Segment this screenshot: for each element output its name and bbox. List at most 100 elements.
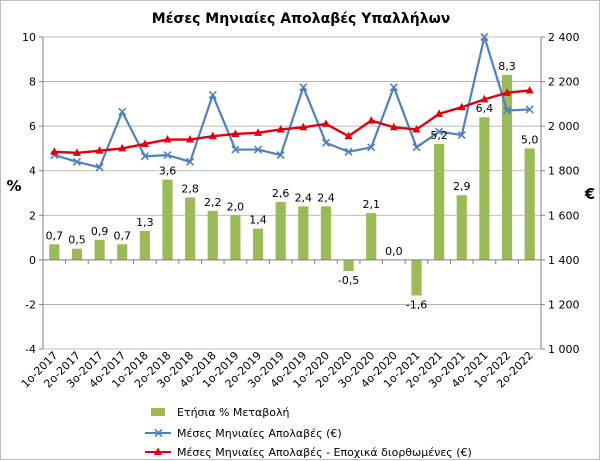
series-point-marker [140, 152, 149, 161]
bar [207, 210, 218, 260]
bar-data-label: 2,8 [181, 182, 199, 195]
bar-data-label: 3,6 [159, 165, 177, 178]
series-point-marker [276, 124, 285, 133]
legend-label: Μέσες Μηνιαίες Απολαβές - Εποχικά διορθω… [177, 446, 472, 459]
y-right-tick-label: 2 200 [548, 76, 580, 89]
bar-data-label: 5,2 [430, 129, 448, 142]
bar [366, 213, 377, 260]
bar-data-label: -0,5 [338, 274, 359, 287]
series-line [54, 35, 530, 169]
bar [524, 148, 535, 260]
y-left-tick-label: 10 [22, 31, 36, 44]
series-point-marker [140, 139, 149, 147]
line-series [50, 32, 534, 172]
series-point-marker [186, 157, 195, 166]
bar-data-label: 8,3 [498, 60, 516, 73]
series-point-marker [321, 119, 330, 127]
axes [39, 36, 545, 350]
bar-data-label: 0,9 [91, 225, 109, 238]
bar [117, 244, 128, 260]
y-left-tick-label: 6 [29, 120, 36, 133]
bar-data-label: 2,4 [295, 191, 313, 204]
y-right-tick-label: 1 000 [548, 343, 580, 356]
bar-data-label: 0,7 [113, 229, 131, 242]
y-right-tick-label: 1 200 [548, 298, 580, 311]
series-point-marker [95, 163, 104, 172]
series-point-marker [412, 143, 421, 152]
series-point-marker [502, 106, 512, 115]
bar-data-label: -1,6 [406, 299, 427, 312]
series-line [54, 89, 530, 155]
series-point-marker [480, 32, 489, 42]
series-point-marker [231, 129, 240, 137]
y-right-tick-label: 2 000 [548, 120, 580, 133]
data-labels: 0,7 0,5 0,9 0,7 1,3 3,6 2,8 2,2 2,0 1,4 2,6 2,4 2,4 -… [46, 60, 539, 312]
series-point-marker [367, 116, 376, 124]
y-left-tick-label: -2 [25, 298, 36, 311]
series-point-marker [321, 138, 331, 147]
bar [252, 228, 264, 260]
y-left-unit: % [6, 177, 21, 195]
series-point-marker [525, 85, 534, 94]
legend-swatch-bar [151, 408, 165, 416]
bar [298, 206, 309, 260]
bar-data-label: 2,9 [453, 180, 471, 193]
legend: Ετήσια % Μεταβολή Μέσες Μηνιαίες Απολαβές… [145, 406, 472, 459]
y-right-tick-label: 2 400 [548, 31, 580, 44]
series-point-marker [254, 128, 263, 136]
bar-data-label: 6,4 [476, 102, 494, 115]
bar-data-label: 2,6 [272, 187, 290, 200]
series-point-marker [344, 131, 353, 140]
y-left-tick-label: -4 [25, 343, 36, 356]
bar-data-label: 2,4 [317, 191, 335, 204]
series-point-marker [389, 122, 398, 131]
series-point-marker [231, 145, 240, 154]
bar [185, 197, 196, 260]
series-point-marker [435, 109, 444, 117]
bar [456, 195, 467, 260]
bar [275, 201, 286, 260]
y-left-tick-label: 2 [29, 209, 36, 222]
series-point-marker [118, 143, 127, 152]
series-point-marker [389, 83, 398, 92]
bar [49, 244, 60, 260]
series-point-marker [208, 90, 217, 100]
bar-data-label: 2,0 [227, 200, 245, 213]
bar [479, 117, 490, 260]
series-point-marker [118, 107, 127, 116]
series-point-marker [457, 130, 466, 140]
series-point-marker [435, 127, 444, 136]
bar [343, 259, 354, 271]
series-point-marker [457, 102, 466, 111]
bar [434, 143, 445, 260]
bar-data-label: 0,7 [46, 229, 64, 242]
bar-data-label: 1,4 [249, 214, 267, 227]
series-point-marker [299, 83, 308, 92]
series-point-marker [367, 143, 376, 152]
series-point-marker [412, 124, 421, 133]
y-left-tick-label: 0 [29, 254, 36, 267]
bar [94, 239, 105, 260]
series-point-marker [72, 148, 81, 156]
series-point-marker [253, 145, 263, 154]
bar-data-label: 1,3 [136, 216, 154, 229]
bar-data-label: 0,5 [68, 234, 86, 247]
bar-data-label: 0,0 [385, 245, 403, 258]
y-right-unit: € [584, 185, 595, 203]
bar-data-label: 2,2 [204, 196, 222, 209]
series-point-marker [72, 157, 82, 166]
series-point-marker [344, 147, 353, 156]
bar-series [49, 74, 535, 296]
series-point-marker [299, 122, 308, 131]
series-point-marker [50, 147, 59, 155]
bar [230, 215, 241, 260]
y-right-tick-label: 1 800 [548, 165, 580, 178]
bar-data-label: 5,0 [521, 133, 539, 146]
series-point-marker [186, 135, 195, 143]
legend-marker [154, 428, 163, 438]
legend-label: Μέσες Μηνιαίες Απολαβές (€) [177, 427, 342, 440]
bar [501, 74, 513, 260]
series-point-marker [208, 131, 217, 140]
